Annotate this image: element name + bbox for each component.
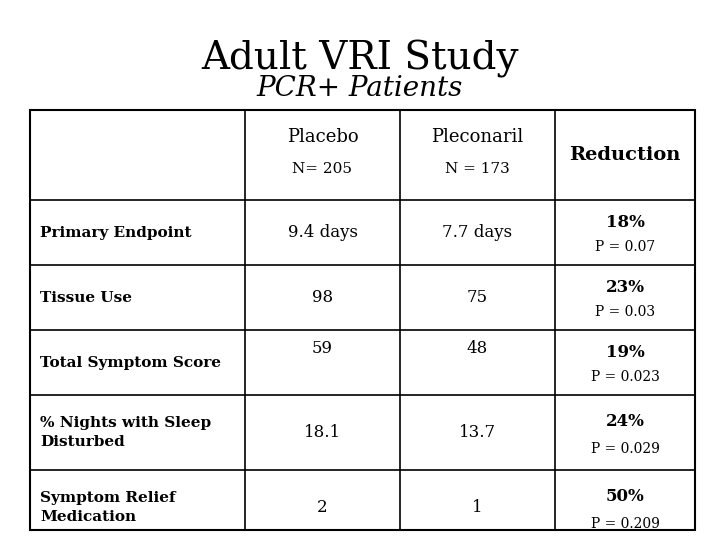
Text: 24%: 24%: [606, 413, 644, 430]
Text: 7.7 days: 7.7 days: [442, 224, 513, 241]
Text: P = 0.07: P = 0.07: [595, 240, 655, 254]
Text: Reduction: Reduction: [570, 146, 680, 164]
Text: 13.7: 13.7: [459, 424, 496, 441]
Text: P = 0.209: P = 0.209: [590, 517, 660, 531]
Text: 18.1: 18.1: [304, 424, 341, 441]
Text: Pleconaril: Pleconaril: [431, 128, 523, 146]
Text: N= 205: N= 205: [292, 162, 353, 176]
Text: 2: 2: [318, 499, 328, 516]
Text: % Nights with Sleep
Disturbed: % Nights with Sleep Disturbed: [40, 416, 211, 449]
Text: 59: 59: [312, 340, 333, 357]
Text: 19%: 19%: [606, 345, 644, 361]
Text: Placebo: Placebo: [287, 128, 359, 146]
Bar: [30, 110, 695, 530]
Text: PCR+ Patients: PCR+ Patients: [257, 75, 463, 102]
Text: 48: 48: [467, 340, 488, 357]
Text: P = 0.029: P = 0.029: [590, 442, 660, 456]
Text: Adult VRI Study: Adult VRI Study: [202, 40, 518, 78]
Text: 50%: 50%: [606, 488, 644, 505]
Text: 18%: 18%: [606, 214, 644, 231]
Text: 9.4 days: 9.4 days: [287, 224, 358, 241]
Text: P = 0.023: P = 0.023: [590, 370, 660, 384]
Text: 75: 75: [467, 289, 488, 306]
Text: 23%: 23%: [606, 279, 644, 296]
Text: Primary Endpoint: Primary Endpoint: [40, 226, 192, 240]
Text: Total Symptom Score: Total Symptom Score: [40, 355, 221, 369]
Text: 1: 1: [472, 499, 483, 516]
Text: N = 173: N = 173: [445, 162, 510, 176]
Text: P = 0.03: P = 0.03: [595, 305, 655, 319]
Text: 98: 98: [312, 289, 333, 306]
Text: Symptom Relief
Medication: Symptom Relief Medication: [40, 491, 176, 524]
Text: Tissue Use: Tissue Use: [40, 291, 132, 305]
